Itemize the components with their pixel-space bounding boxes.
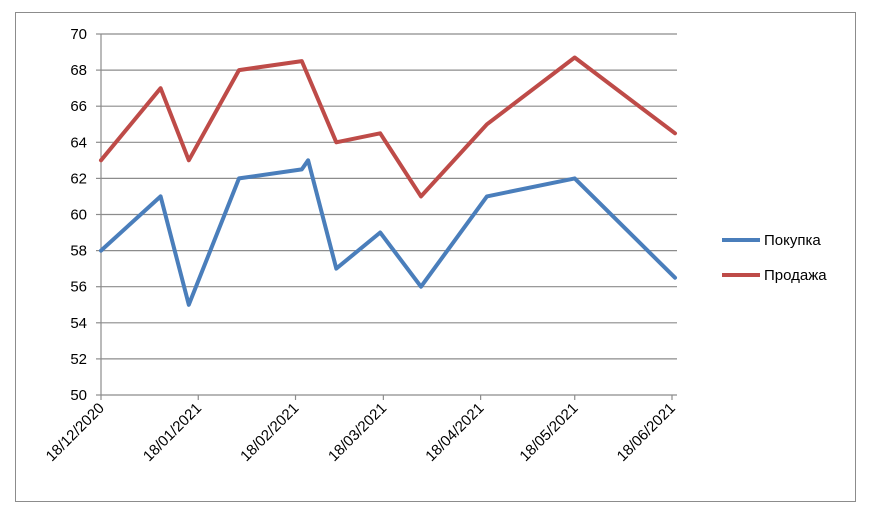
legend-label: Покупка [764,232,821,249]
legend-label: Продажа [764,267,827,284]
x-tick-label: 18/04/2021 [422,400,487,465]
x-tick-label: 18/05/2021 [516,400,581,465]
legend: Покупка Продажа [722,232,827,284]
y-tick-label: 60 [70,207,87,224]
x-tick-label: 18/01/2021 [140,400,205,465]
y-tick-label: 50 [70,387,87,404]
gridlines [101,33,677,360]
x-tick-label: 18/06/2021 [614,400,679,465]
series-line-1 [99,158,677,307]
y-tick-labels: 50 52 54 56 58 60 62 64 66 68 70 [70,26,87,404]
x-tick-label: 18/12/2020 [43,400,108,465]
x-tick-labels: 18/12/2020 18/01/2021 18/02/2021 18/03/2021… [43,400,679,465]
y-tick-label: 66 [70,98,87,115]
y-tick-label: 68 [70,62,87,79]
y-tick-label: 62 [70,170,87,187]
y-tick-label: 64 [70,134,87,151]
x-tick-label: 18/02/2021 [237,400,302,465]
y-tick-label: 70 [70,26,87,43]
axes [96,33,677,400]
y-tick-label: 56 [70,279,87,296]
series-lines [99,55,677,307]
series-line-2 [99,55,677,199]
y-tick-label: 58 [70,243,87,260]
y-tick-label: 52 [70,351,87,368]
x-tick-label: 18/03/2021 [325,400,390,465]
y-tick-label: 54 [70,315,87,332]
